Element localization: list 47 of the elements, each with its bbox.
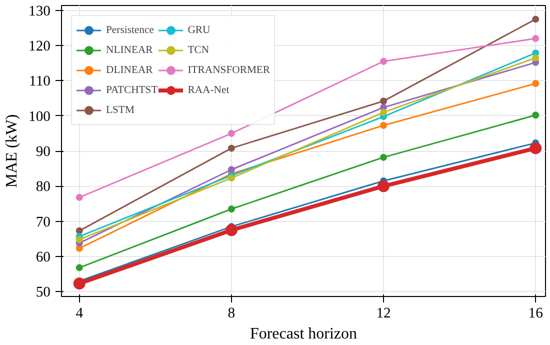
y-tick-label: 130: [28, 3, 50, 20]
point: [225, 224, 238, 236]
point: [532, 54, 540, 62]
legend-label: PATCHTST: [106, 84, 158, 96]
point: [73, 278, 86, 290]
point: [530, 142, 542, 154]
point: [380, 58, 388, 65]
legend-label: TCN: [188, 44, 210, 56]
legend-label: LSTM: [106, 104, 134, 116]
y-tick-label: 50: [36, 284, 50, 301]
point: [76, 236, 83, 244]
point: [378, 180, 390, 192]
legend-label: GRU: [188, 24, 210, 36]
legend-label: Persistence: [106, 24, 154, 36]
point: [380, 154, 388, 161]
y-axis-title: MAE (kW): [4, 114, 21, 188]
y-tick-label: 120: [28, 38, 50, 55]
point: [380, 108, 388, 116]
point: [228, 205, 235, 212]
legend-label: ITRANSFORMER: [188, 64, 270, 76]
point: [532, 16, 540, 23]
x-axis-title: Forecast horizon: [250, 326, 358, 342]
x-tick-label: 8: [228, 306, 236, 322]
point: [532, 112, 540, 119]
y-tick-label: 60: [36, 249, 50, 266]
legend-label: NLINEAR: [106, 44, 153, 56]
y-tick-label: 70: [36, 214, 50, 230]
point: [228, 174, 235, 182]
point: [532, 80, 540, 88]
point: [76, 227, 83, 234]
point: [228, 130, 235, 137]
point: [228, 166, 235, 174]
y-tick-label: 90: [36, 144, 50, 160]
point: [380, 122, 388, 129]
x-tick-label: 4: [76, 306, 84, 322]
y-tick-label: 80: [36, 179, 50, 196]
point: [76, 264, 83, 272]
point: [76, 194, 83, 201]
x-tick-label: 12: [376, 306, 391, 322]
legend-label: DLINEAR: [106, 64, 153, 76]
y-tick-label: 100: [28, 108, 50, 125]
point: [380, 98, 388, 105]
legend-label: RAA-Net: [188, 84, 230, 96]
x-tick-label: 16: [528, 306, 543, 322]
y-tick-label: 110: [29, 74, 51, 90]
point: [228, 144, 235, 152]
point: [532, 35, 540, 42]
